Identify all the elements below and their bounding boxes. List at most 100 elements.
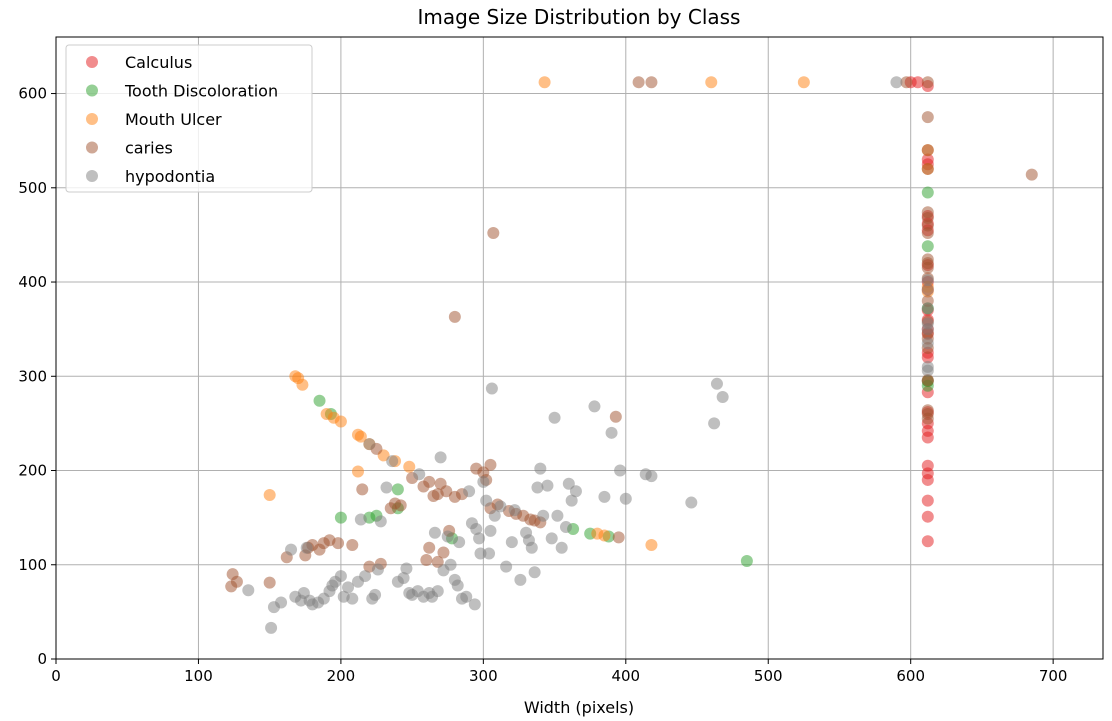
data-point bbox=[484, 458, 497, 471]
data-point bbox=[921, 494, 934, 507]
data-point bbox=[420, 554, 433, 567]
x-tick-label: 300 bbox=[469, 667, 498, 685]
data-point bbox=[921, 240, 934, 253]
data-point bbox=[900, 76, 913, 89]
series-hypodontia bbox=[242, 76, 934, 634]
data-point bbox=[548, 411, 561, 424]
data-point bbox=[921, 283, 934, 296]
data-point bbox=[545, 532, 558, 545]
data-point bbox=[614, 464, 627, 477]
y-tick-label: 500 bbox=[18, 179, 47, 197]
data-point bbox=[619, 492, 632, 505]
legend-label: Mouth Ulcer bbox=[125, 110, 222, 129]
data-point bbox=[359, 570, 372, 583]
data-point bbox=[921, 364, 934, 377]
data-point bbox=[598, 490, 611, 503]
data-point bbox=[708, 417, 721, 430]
x-axis-label: Width (pixels) bbox=[524, 698, 634, 717]
data-point bbox=[921, 374, 934, 387]
data-point bbox=[508, 504, 521, 517]
data-point bbox=[645, 470, 658, 483]
data-point bbox=[477, 475, 490, 488]
data-point bbox=[487, 227, 500, 240]
data-point bbox=[468, 598, 481, 611]
y-tick-label: 200 bbox=[18, 462, 47, 480]
data-point bbox=[710, 377, 723, 390]
data-point bbox=[275, 596, 288, 609]
data-point bbox=[538, 76, 551, 89]
data-point bbox=[342, 581, 355, 594]
data-point bbox=[354, 513, 367, 526]
data-point bbox=[921, 153, 934, 166]
data-point bbox=[555, 541, 568, 554]
data-point bbox=[921, 76, 934, 89]
data-point bbox=[413, 468, 426, 481]
data-point bbox=[797, 76, 810, 89]
data-point bbox=[363, 438, 376, 451]
data-point bbox=[716, 391, 729, 404]
data-point bbox=[528, 566, 541, 579]
x-tick-label: 700 bbox=[1039, 667, 1068, 685]
data-point bbox=[565, 494, 578, 507]
data-point bbox=[705, 76, 718, 89]
data-point bbox=[559, 521, 572, 534]
x-tick-label: 0 bbox=[51, 667, 61, 685]
data-point bbox=[484, 524, 497, 537]
y-tick-label: 600 bbox=[18, 85, 47, 103]
data-point bbox=[494, 500, 507, 513]
data-point bbox=[334, 570, 347, 583]
data-point bbox=[921, 111, 934, 124]
legend-marker bbox=[86, 84, 98, 97]
data-point bbox=[403, 460, 416, 473]
data-point bbox=[921, 412, 934, 425]
data-point bbox=[230, 575, 243, 588]
data-point bbox=[296, 378, 309, 391]
data-point bbox=[740, 554, 753, 567]
data-point bbox=[645, 538, 658, 551]
legend-label: hypodontia bbox=[125, 167, 215, 186]
data-point bbox=[612, 531, 625, 544]
data-point bbox=[921, 459, 934, 472]
data-point bbox=[537, 509, 550, 522]
data-point bbox=[351, 465, 364, 478]
data-point bbox=[474, 547, 487, 560]
data-point bbox=[921, 162, 934, 175]
data-point bbox=[921, 227, 934, 240]
data-point bbox=[300, 541, 313, 554]
data-point bbox=[921, 261, 934, 274]
data-point bbox=[485, 382, 498, 395]
data-point bbox=[588, 400, 601, 413]
data-point bbox=[263, 489, 276, 502]
legend: Calculus Tooth Discoloration Mouth Ulcer ca… bbox=[65, 44, 313, 193]
data-point bbox=[473, 532, 486, 545]
y-tick-label: 400 bbox=[18, 273, 47, 291]
data-point bbox=[371, 563, 384, 576]
data-point bbox=[460, 590, 473, 603]
data-point bbox=[470, 522, 483, 535]
plot-frame bbox=[55, 36, 1104, 660]
data-point bbox=[531, 481, 544, 494]
x-tick-label: 400 bbox=[611, 667, 640, 685]
x-tick-label: 200 bbox=[327, 667, 356, 685]
y-tick-label: 100 bbox=[18, 556, 47, 574]
legend-label: caries bbox=[125, 139, 173, 158]
data-point bbox=[334, 415, 347, 428]
data-point bbox=[356, 483, 369, 496]
data-point bbox=[551, 509, 564, 522]
data-point bbox=[265, 621, 278, 634]
data-point bbox=[488, 509, 501, 522]
data-point bbox=[334, 511, 347, 524]
data-point bbox=[921, 302, 934, 315]
data-point bbox=[423, 541, 436, 554]
data-point bbox=[313, 394, 326, 407]
legend-box bbox=[65, 44, 313, 193]
data-point bbox=[374, 515, 387, 528]
data-point bbox=[444, 558, 457, 571]
data-point bbox=[514, 573, 527, 586]
legend-label: Tooth Discoloration bbox=[124, 82, 278, 101]
data-point bbox=[386, 455, 399, 468]
data-point bbox=[598, 529, 611, 542]
data-point bbox=[921, 535, 934, 548]
data-point bbox=[500, 560, 513, 573]
